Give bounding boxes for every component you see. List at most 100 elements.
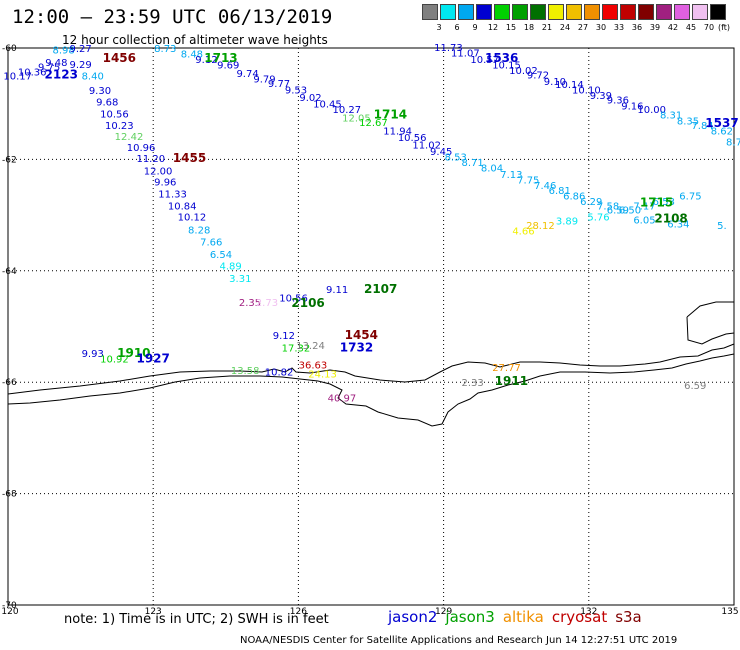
satellite-name: s3a — [615, 608, 642, 626]
legend-swatch — [440, 4, 456, 20]
swh-value: 9.39 — [590, 91, 612, 102]
legend-swatch — [656, 4, 672, 20]
pass-time-label: 1911 — [495, 374, 528, 388]
legend-value: 39 — [649, 23, 661, 32]
swh-value: 7.66 — [200, 238, 222, 249]
swh-value: 2.33 — [462, 378, 484, 389]
legend-swatch — [422, 4, 438, 20]
latitude-tick-label: -64 — [2, 267, 17, 277]
legend-swatch — [674, 4, 690, 20]
swh-value: 10.00 — [637, 105, 666, 116]
swh-value: 10.15 — [492, 61, 521, 72]
legend-swatch — [638, 4, 654, 20]
swh-value: 7.75 — [517, 175, 539, 186]
swh-value: 24.13 — [308, 370, 337, 381]
pass-time-label: 1713 — [204, 51, 237, 65]
longitude-tick-label: 135 — [721, 607, 738, 617]
legend-swatch — [602, 4, 618, 20]
swh-value: 8.7 — [726, 137, 740, 148]
legend-value: 24 — [559, 23, 571, 32]
swh-value: 9.29 — [69, 60, 91, 71]
pass-time-label: 2123 — [45, 68, 78, 82]
swh-value: 12.05 — [342, 114, 371, 125]
swh-value: 2.73 — [256, 298, 278, 309]
swh-value: 8.04 — [481, 164, 503, 175]
swh-value: 9.69 — [217, 61, 239, 72]
pass-time-label: 1714 — [374, 108, 407, 122]
legend-value: 21 — [541, 23, 553, 32]
latitude-tick-label: -66 — [2, 378, 17, 388]
swh-value: 8.62 — [711, 126, 733, 137]
satellite-name: jason3 — [445, 608, 495, 626]
pass-time-label: 1455 — [173, 151, 206, 165]
swh-value: 6.75 — [679, 192, 701, 203]
swh-value: 12.42 — [115, 132, 144, 143]
swh-value: 9.68 — [96, 97, 118, 108]
legend-swatch — [692, 4, 708, 20]
pass-time-label: 1537 — [705, 116, 738, 130]
swh-value: 9.30 — [89, 86, 111, 97]
swh-value: 9.75 — [38, 62, 60, 73]
swh-value: 8.35 — [677, 116, 699, 127]
swh-value: 8.48 — [181, 49, 203, 60]
swh-value: 3.31 — [229, 274, 251, 285]
swh-value: 10.56 — [100, 110, 129, 121]
swh-value: 27.77 — [492, 363, 521, 374]
swh-value: 6.54 — [210, 250, 232, 261]
swh-value: 10.96 — [127, 143, 156, 154]
legend-value: 45 — [685, 23, 697, 32]
pass-time-label: 1454 — [345, 328, 378, 342]
legend-value: 70 — [703, 23, 715, 32]
legend-swatch — [710, 4, 726, 20]
legend-value: 6 — [454, 23, 460, 32]
pass-time-label: 2108 — [654, 211, 687, 225]
swh-value: 9.74 — [236, 69, 258, 80]
swh-value: 10.56 — [279, 293, 308, 304]
swh-value: 10.45 — [313, 100, 342, 111]
coastline — [7, 343, 735, 395]
swh-value: 11.94 — [383, 126, 412, 137]
swh-value: 6.59 — [684, 381, 706, 392]
swh-value: 4.89 — [220, 262, 242, 273]
satellite-name: cryosat — [551, 608, 608, 626]
swh-value: 9.77 — [268, 79, 290, 90]
pass-time-label: 1927 — [136, 352, 169, 366]
swh-value: 11.02 — [412, 140, 441, 151]
swh-value: 11.07 — [451, 48, 480, 59]
swh-value: 10.27 — [332, 105, 361, 116]
swh-value: 10.17 — [3, 72, 32, 83]
swh-value: 10.14 — [555, 80, 584, 91]
swh-value: 6.86 — [563, 192, 585, 203]
credit-line: NOAA/NESDIS Center for Satellite Applica… — [240, 635, 678, 646]
longitude-tick-label: 126 — [290, 607, 307, 617]
longitude-tick-label: 123 — [145, 607, 162, 617]
swh-observations: 10.1710.369.759.488.989.279.298.409.309.… — [3, 43, 740, 405]
legend-swatch — [530, 4, 546, 20]
swh-value: 6.59 — [607, 205, 629, 216]
swh-value: 6.50 — [619, 205, 641, 216]
pass-time-label: 1910 — [117, 346, 150, 360]
footer-note: note: 1) Time is in UTC; 2) SWH is in fe… — [64, 612, 329, 627]
swh-value: 9.10 — [544, 77, 566, 88]
swh-value: 8.31 — [660, 111, 682, 122]
legend-swatch — [584, 4, 600, 20]
swh-value: 2.35 — [239, 298, 261, 309]
pass-time-label: 1536 — [485, 51, 518, 65]
latitude-tick-label: -62 — [2, 155, 17, 165]
swh-value: 7.58 — [597, 202, 619, 213]
chart-subtitle: 12 hour collection of altimeter wave hei… — [62, 33, 328, 47]
legend-swatch — [494, 4, 510, 20]
swh-value: 7.46 — [534, 181, 556, 192]
swh-value: 11.20 — [136, 154, 165, 165]
coastline-bay — [7, 353, 735, 427]
swh-value: 10.36 — [18, 67, 47, 78]
swh-value: 10.82 — [265, 368, 294, 379]
swh-value: 12.67 — [359, 118, 388, 129]
swh-value: 28.12 — [526, 221, 555, 232]
swh-value: 9.48 — [45, 58, 67, 69]
pass-time-label: 1732 — [340, 341, 373, 355]
legend-value: 3 — [436, 23, 442, 32]
legend-swatch — [476, 4, 492, 20]
